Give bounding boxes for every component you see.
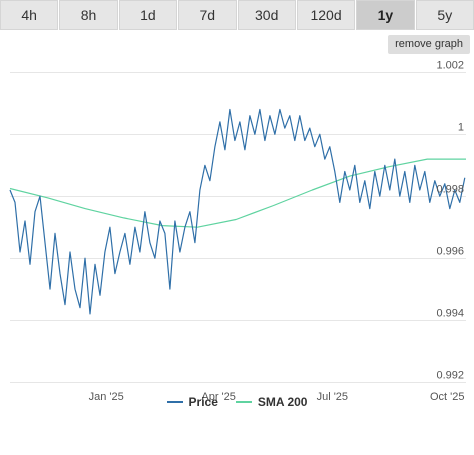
y-tick-label: 1 [458, 122, 464, 134]
y-tick-label: 0.998 [436, 184, 464, 196]
x-tick-label: Jan '25 [89, 391, 124, 403]
tab-8h[interactable]: 8h [59, 0, 118, 30]
tab-1y[interactable]: 1y [356, 0, 415, 30]
y-tick-label: 1.002 [436, 60, 464, 72]
sma-series [9, 158, 466, 228]
tab-120d[interactable]: 120d [296, 0, 356, 30]
range-tabs: 4h 8h 1d 7d 30d 120d 1y 5y [0, 0, 474, 30]
x-tick-label: Jul '25 [317, 391, 348, 403]
y-tick-label: 0.992 [436, 370, 464, 382]
y-tick-label: 0.996 [436, 246, 464, 258]
legend-label-price: Price [188, 395, 218, 409]
x-tick-label: Apr '25 [201, 391, 236, 403]
x-axis-ticks: Jan '25 Apr '25 Jul '25 Oct '25 [89, 391, 465, 403]
tab-5y[interactable]: 5y [415, 0, 474, 30]
tab-7d[interactable]: 7d [178, 0, 237, 30]
legend-swatch-price [166, 401, 183, 403]
legend: Price SMA 200 [0, 392, 474, 412]
grid-layer [10, 72, 466, 383]
x-tick-label: Oct '25 [430, 391, 465, 403]
sma-200-line [9, 158, 466, 228]
legend-label-sma: SMA 200 [257, 395, 308, 409]
y-tick-label: 0.994 [436, 308, 464, 320]
price-series [9, 108, 466, 315]
tab-30d[interactable]: 30d [237, 0, 296, 30]
tab-4h[interactable]: 4h [0, 0, 59, 30]
legend-item-price[interactable]: Price [166, 395, 218, 409]
remove-graph-button[interactable]: remove graph [388, 35, 470, 54]
price-line [9, 108, 466, 315]
y-axis-ticks: 0.992 0.994 0.996 0.998 1 1.002 [436, 60, 464, 382]
legend-item-sma[interactable]: SMA 200 [235, 395, 308, 409]
legend-swatch-sma [235, 401, 252, 403]
tab-1d[interactable]: 1d [118, 0, 178, 30]
